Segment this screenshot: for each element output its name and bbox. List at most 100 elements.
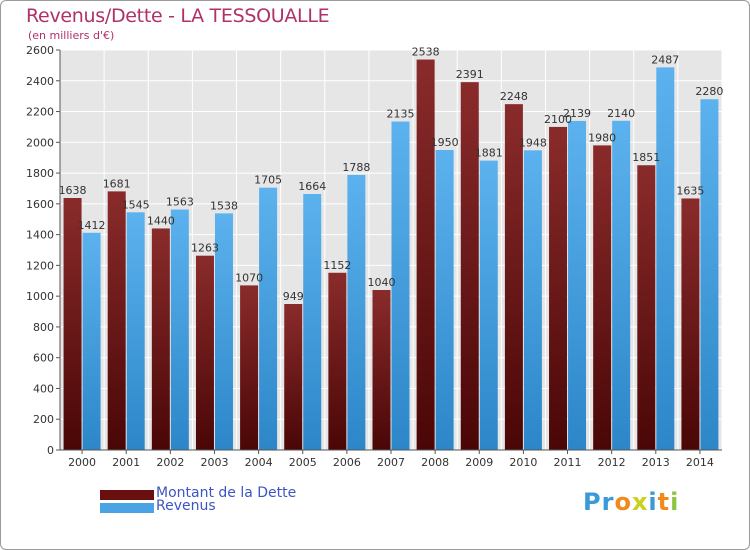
bar-revenus [700, 99, 719, 450]
data-label-revenus: 1664 [298, 180, 326, 193]
y-tick-label: 0 [47, 444, 54, 457]
y-tick-label: 2600 [26, 44, 54, 57]
bar-debt [284, 304, 303, 450]
y-tick-label: 600 [33, 352, 54, 365]
y-tick-label: 1600 [26, 198, 54, 211]
x-tick-label: 2007 [377, 456, 405, 469]
bar-debt [637, 165, 656, 450]
data-label-revenus: 1412 [78, 219, 106, 232]
data-label-debt: 2100 [544, 113, 572, 126]
x-tick-label: 2005 [289, 456, 317, 469]
bar-debt [372, 290, 391, 450]
x-tick-label: 2009 [465, 456, 493, 469]
bar-debt [151, 228, 170, 450]
x-tick-label: 2002 [156, 456, 184, 469]
bar-debt [63, 198, 82, 450]
bar-revenus [214, 213, 233, 450]
x-tick-label: 2014 [686, 456, 714, 469]
y-tick-label: 200 [33, 413, 54, 426]
proxiti-logo: Proxiti [583, 488, 679, 516]
bar-debt [593, 145, 612, 450]
data-label-debt: 1440 [147, 214, 175, 227]
logo-letter: i [648, 488, 658, 516]
y-tick-label: 2000 [26, 136, 54, 149]
logo-letter: x [631, 488, 649, 516]
x-tick-label: 2013 [642, 456, 670, 469]
bar-debt [416, 59, 435, 451]
y-tick-label: 1800 [26, 167, 54, 180]
bar-debt [195, 255, 214, 450]
data-label-debt: 1152 [323, 259, 351, 272]
bar-revenus [612, 120, 631, 451]
bar-debt [328, 272, 347, 450]
data-label-debt: 1681 [103, 177, 131, 190]
legend-swatch-revenus [100, 503, 154, 513]
y-tick-label: 1400 [26, 229, 54, 242]
bar-debt [504, 104, 523, 451]
bar-revenus [303, 194, 322, 450]
data-label-revenus: 2135 [387, 108, 415, 121]
data-label-debt: 1263 [191, 242, 219, 255]
data-label-debt: 1070 [235, 271, 263, 284]
data-label-debt: 1635 [676, 184, 704, 197]
bar-revenus [479, 160, 498, 450]
y-tick-label: 1200 [26, 259, 54, 272]
y-tick-label: 800 [33, 321, 54, 334]
data-label-debt: 949 [283, 290, 304, 303]
y-tick-label: 1000 [26, 290, 54, 303]
bar-revenus [656, 67, 675, 450]
bar-revenus [170, 209, 189, 450]
x-tick-label: 2011 [554, 456, 582, 469]
bar-revenus [347, 174, 366, 450]
data-label-revenus: 1788 [342, 161, 370, 174]
data-label-revenus: 2280 [695, 85, 723, 98]
data-label-debt: 1040 [368, 276, 396, 289]
data-label-debt: 2391 [456, 68, 484, 81]
bar-revenus [126, 212, 145, 450]
x-tick-label: 2010 [509, 456, 537, 469]
x-tick-label: 2004 [245, 456, 273, 469]
x-tick-label: 2008 [421, 456, 449, 469]
bar-debt [240, 285, 259, 450]
data-label-debt: 1851 [632, 151, 660, 164]
logo-letter: r [601, 488, 615, 516]
legend-label-debt: Montant de la Dette [156, 485, 297, 501]
bar-debt [549, 126, 568, 450]
data-label-debt: 2248 [500, 90, 528, 103]
data-label-revenus: 2139 [563, 107, 591, 120]
bar-revenus [82, 232, 101, 450]
y-tick-label: 2400 [26, 75, 54, 88]
logo-letter: t [657, 488, 671, 516]
data-label-revenus: 2140 [607, 107, 635, 120]
legend-swatch-debt [100, 490, 154, 500]
legend-label-revenus: Revenus [156, 498, 216, 514]
x-tick-label: 2001 [112, 456, 140, 469]
bar-debt [460, 82, 479, 451]
x-tick-label: 2012 [598, 456, 626, 469]
bar-revenus [391, 121, 410, 451]
data-label-revenus: 1563 [166, 196, 194, 209]
data-label-revenus: 2487 [651, 53, 679, 66]
plot-background [60, 50, 722, 450]
data-label-debt: 1980 [588, 131, 616, 144]
bar-revenus [259, 187, 278, 450]
data-label-revenus: 1881 [475, 147, 503, 160]
chart-title: Revenus/Dette - LA TESSOUALLE [26, 5, 330, 27]
y-tick-label: 400 [33, 382, 54, 395]
x-tick-label: 2003 [200, 456, 228, 469]
x-tick-label: 2006 [333, 456, 361, 469]
data-label-revenus: 1545 [122, 198, 150, 211]
y-tick-label: 2200 [26, 106, 54, 119]
data-label-revenus: 1950 [431, 136, 459, 149]
logo-letter: o [614, 488, 632, 516]
logo-letter: P [583, 488, 602, 516]
bar-revenus [435, 150, 454, 450]
logo-letter: i [670, 488, 680, 516]
data-label-debt: 2538 [412, 46, 440, 59]
data-label-debt: 1638 [59, 184, 87, 197]
data-label-revenus: 1705 [254, 174, 282, 187]
bar-debt [681, 198, 700, 450]
data-label-revenus: 1948 [519, 136, 547, 149]
x-tick-label: 2000 [68, 456, 96, 469]
